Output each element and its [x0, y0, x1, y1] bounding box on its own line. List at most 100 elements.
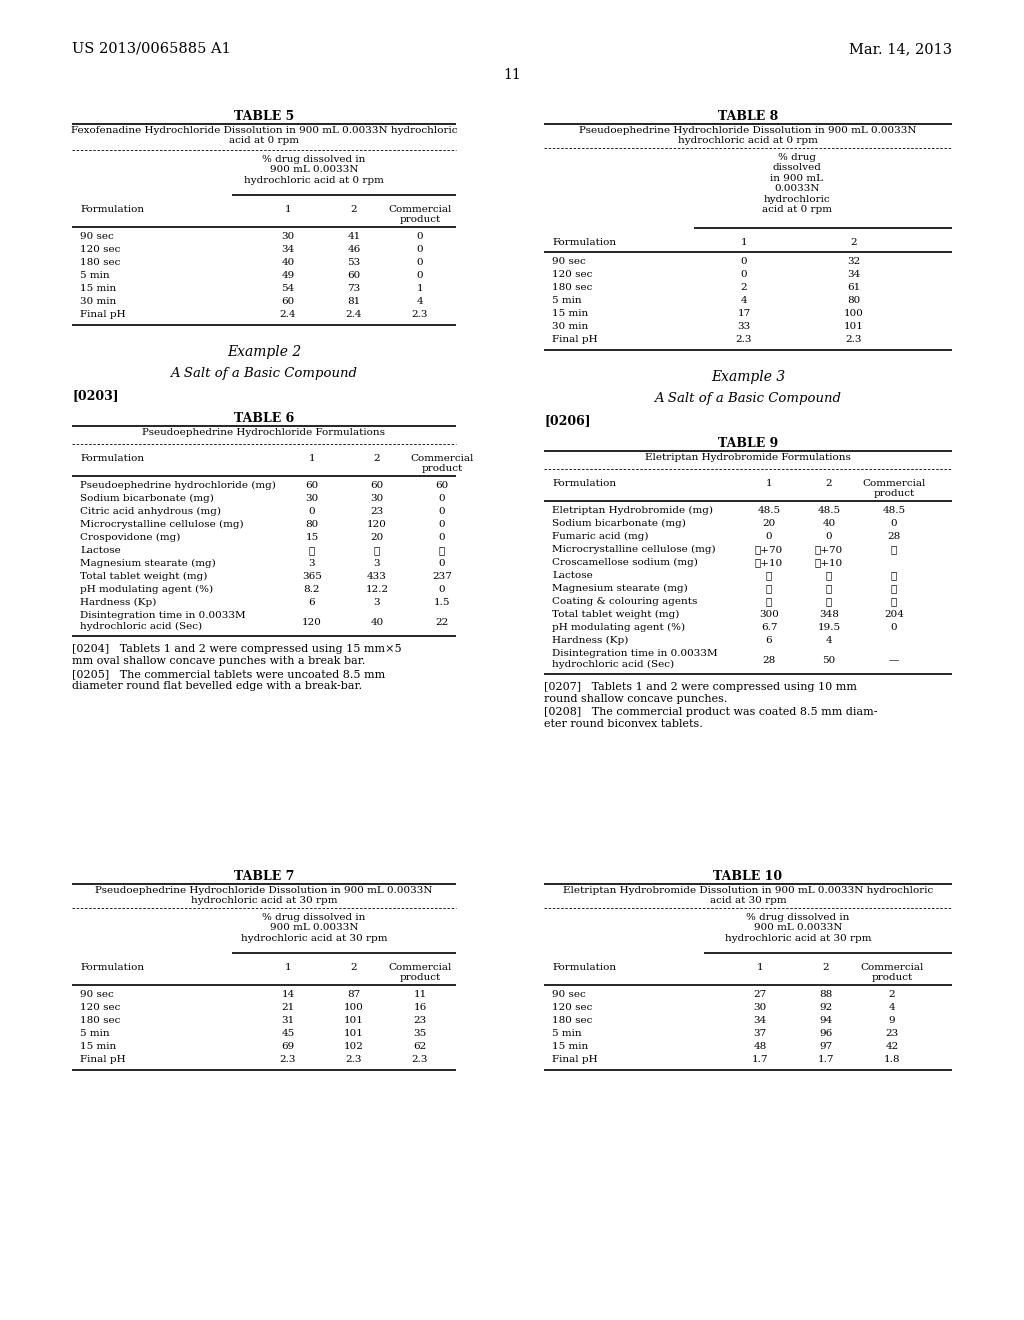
- Text: Commercial
product: Commercial product: [388, 964, 452, 982]
- Text: 2: 2: [374, 454, 380, 463]
- Text: Disintegration time in 0.0033M
hydrochloric acid (Sec): Disintegration time in 0.0033M hydrochlo…: [80, 611, 246, 631]
- Text: 4: 4: [825, 636, 833, 645]
- Text: ✓+70: ✓+70: [815, 545, 843, 554]
- Text: 23: 23: [371, 507, 384, 516]
- Text: 41: 41: [347, 232, 360, 242]
- Text: 20: 20: [371, 533, 384, 543]
- Text: 45: 45: [282, 1030, 295, 1038]
- Text: 101: 101: [344, 1030, 364, 1038]
- Text: ✓: ✓: [891, 545, 897, 554]
- Text: ✓+10: ✓+10: [755, 558, 783, 568]
- Text: 0: 0: [740, 257, 748, 267]
- Text: 48.5: 48.5: [817, 506, 841, 515]
- Text: ✓: ✓: [891, 597, 897, 606]
- Text: 2.3: 2.3: [280, 1055, 296, 1064]
- Text: Microcrystalline cellulose (mg): Microcrystalline cellulose (mg): [80, 520, 244, 529]
- Text: Citric acid anhydrous (mg): Citric acid anhydrous (mg): [80, 507, 221, 516]
- Text: ✓: ✓: [766, 583, 772, 593]
- Text: 30: 30: [282, 232, 295, 242]
- Text: Commercial
product: Commercial product: [860, 964, 924, 982]
- Text: Total tablet weight (mg): Total tablet weight (mg): [552, 610, 679, 619]
- Text: 96: 96: [819, 1030, 833, 1038]
- Text: 0: 0: [438, 494, 445, 503]
- Text: 60: 60: [371, 480, 384, 490]
- Text: 2.3: 2.3: [412, 1055, 428, 1064]
- Text: 27: 27: [754, 990, 767, 999]
- Text: Formulation: Formulation: [552, 479, 616, 488]
- Text: 180 sec: 180 sec: [552, 282, 592, 292]
- Text: 120: 120: [367, 520, 387, 529]
- Text: ✓: ✓: [766, 597, 772, 606]
- Text: 22: 22: [435, 618, 449, 627]
- Text: 5 min: 5 min: [552, 1030, 582, 1038]
- Text: 6.7: 6.7: [761, 623, 777, 632]
- Text: ✓: ✓: [826, 583, 833, 593]
- Text: 48: 48: [754, 1041, 767, 1051]
- Text: 0: 0: [740, 271, 748, 279]
- Text: 100: 100: [344, 1003, 364, 1012]
- Text: % drug
dissolved
in 900 mL
0.0033N
hydrochloric
acid at 0 rpm: % drug dissolved in 900 mL 0.0033N hydro…: [762, 153, 831, 214]
- Text: TABLE 6: TABLE 6: [233, 412, 294, 425]
- Text: 1: 1: [285, 964, 291, 972]
- Text: ✓+70: ✓+70: [755, 545, 783, 554]
- Text: Formulation: Formulation: [80, 205, 144, 214]
- Text: 30 min: 30 min: [80, 297, 117, 306]
- Text: 16: 16: [414, 1003, 427, 1012]
- Text: Hardness (Kp): Hardness (Kp): [80, 598, 157, 607]
- Text: 48.5: 48.5: [758, 506, 780, 515]
- Text: 2: 2: [740, 282, 748, 292]
- Text: 2.4: 2.4: [346, 310, 362, 319]
- Text: 348: 348: [819, 610, 839, 619]
- Text: 0: 0: [891, 623, 897, 632]
- Text: 2: 2: [825, 479, 833, 488]
- Text: TABLE 9: TABLE 9: [718, 437, 778, 450]
- Text: [0206]: [0206]: [544, 414, 591, 426]
- Text: 37: 37: [754, 1030, 767, 1038]
- Text: 90 sec: 90 sec: [80, 232, 114, 242]
- Text: 28: 28: [888, 532, 901, 541]
- Text: 30 min: 30 min: [552, 322, 588, 331]
- Text: 28: 28: [763, 656, 775, 665]
- Text: 6: 6: [766, 636, 772, 645]
- Text: 4: 4: [889, 1003, 895, 1012]
- Text: ✓: ✓: [309, 546, 315, 554]
- Text: 3: 3: [308, 558, 315, 568]
- Text: 34: 34: [282, 246, 295, 253]
- Text: 60: 60: [347, 271, 360, 280]
- Text: [0205]   The commercial tablets were uncoated 8.5 mm
diameter round flat bevelle: [0205] The commercial tablets were uncoa…: [72, 669, 385, 690]
- Text: 19.5: 19.5: [817, 623, 841, 632]
- Text: 2: 2: [822, 964, 829, 972]
- Text: Example 2: Example 2: [227, 345, 301, 359]
- Text: 60: 60: [435, 480, 449, 490]
- Text: 1: 1: [417, 284, 423, 293]
- Text: 1: 1: [766, 479, 772, 488]
- Text: Pseudoephedrine hydrochloride (mg): Pseudoephedrine hydrochloride (mg): [80, 480, 275, 490]
- Text: 8.2: 8.2: [304, 585, 321, 594]
- Text: 15 min: 15 min: [80, 1041, 117, 1051]
- Text: 2: 2: [889, 990, 895, 999]
- Text: Magnesium stearate (mg): Magnesium stearate (mg): [552, 583, 688, 593]
- Text: 5 min: 5 min: [552, 296, 582, 305]
- Text: Coating & colouring agents: Coating & colouring agents: [552, 597, 697, 606]
- Text: Eletriptan Hydrobromide Formulations: Eletriptan Hydrobromide Formulations: [645, 453, 851, 462]
- Text: 23: 23: [886, 1030, 899, 1038]
- Text: TABLE 10: TABLE 10: [714, 870, 782, 883]
- Text: Sodium bicarbonate (mg): Sodium bicarbonate (mg): [552, 519, 686, 528]
- Text: 237: 237: [432, 572, 452, 581]
- Text: 120 sec: 120 sec: [552, 271, 592, 279]
- Text: Formulation: Formulation: [80, 964, 144, 972]
- Text: 11: 11: [414, 990, 427, 999]
- Text: ✓: ✓: [766, 572, 772, 579]
- Text: % drug dissolved in
900 mL 0.0033N
hydrochloric acid at 30 rpm: % drug dissolved in 900 mL 0.0033N hydro…: [725, 913, 871, 942]
- Text: 90 sec: 90 sec: [552, 257, 586, 267]
- Text: 92: 92: [819, 1003, 833, 1012]
- Text: 50: 50: [822, 656, 836, 665]
- Text: Magnesium stearate (mg): Magnesium stearate (mg): [80, 558, 216, 568]
- Text: 20: 20: [763, 519, 775, 528]
- Text: 21: 21: [282, 1003, 295, 1012]
- Text: 0: 0: [438, 585, 445, 594]
- Text: 53: 53: [347, 257, 360, 267]
- Text: Lactose: Lactose: [80, 546, 121, 554]
- Text: 23: 23: [414, 1016, 427, 1026]
- Text: Crospovidone (mg): Crospovidone (mg): [80, 533, 180, 543]
